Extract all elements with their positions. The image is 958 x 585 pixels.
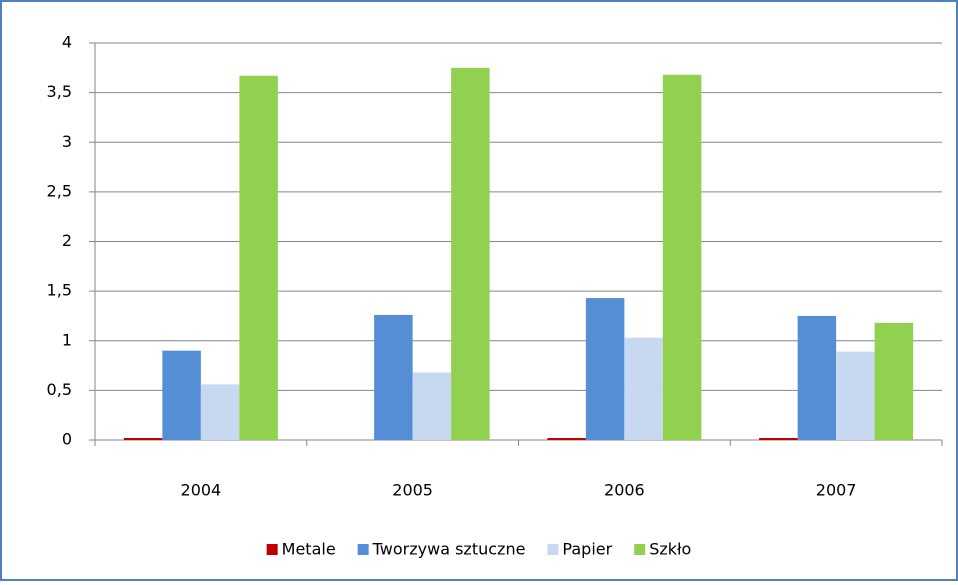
- bar: [123, 438, 163, 440]
- legend-label: Tworzywa sztuczne: [372, 540, 526, 559]
- x-tick-label: 2006: [604, 481, 645, 500]
- y-tick-label: 3,5: [47, 82, 72, 101]
- bar: [374, 314, 413, 440]
- legend-label: Papier: [562, 540, 612, 559]
- y-tick-label: 1,5: [47, 281, 72, 300]
- y-tick-label: 2: [62, 231, 72, 250]
- y-tick-label: 0,5: [47, 380, 72, 399]
- bar: [662, 74, 702, 440]
- y-tick-label: 0: [62, 430, 72, 449]
- legend-label: Szkło: [649, 540, 691, 559]
- x-tick-label: 2005: [392, 481, 433, 500]
- x-tick-label: 2004: [181, 481, 222, 500]
- bar: [200, 384, 240, 440]
- y-tick-label: 3: [62, 132, 72, 151]
- y-tick-label: 2,5: [47, 181, 72, 200]
- legend-swatch: [634, 544, 646, 555]
- legend-swatch: [547, 544, 559, 555]
- bar: [451, 67, 490, 440]
- legend-swatch: [357, 544, 369, 555]
- bar: [412, 372, 452, 440]
- y-tick-label: 4: [62, 33, 72, 52]
- bar: [162, 350, 201, 440]
- bar: [547, 438, 586, 440]
- x-tick-label: 2007: [816, 481, 857, 500]
- bar: [797, 315, 837, 440]
- bar: [759, 438, 798, 440]
- legend-label: Metale: [282, 540, 336, 559]
- legend-swatch: [266, 544, 278, 555]
- y-tick-label: 1: [62, 330, 72, 349]
- bar: [585, 298, 625, 440]
- bar: [624, 337, 663, 440]
- bar: [836, 351, 875, 440]
- bar: [239, 75, 278, 440]
- bar: [874, 322, 914, 440]
